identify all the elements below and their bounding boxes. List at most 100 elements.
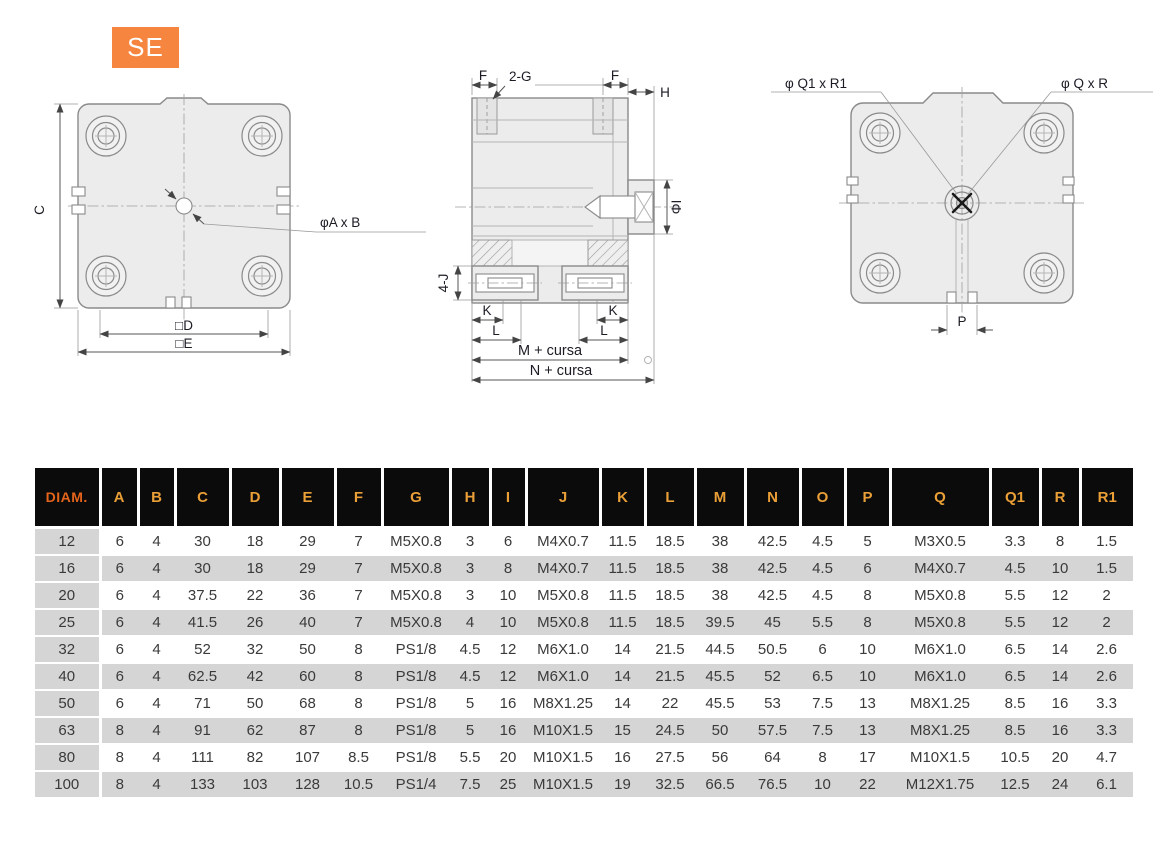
table-cell: 45.5 xyxy=(695,690,745,718)
table-cell: M6X1.0 xyxy=(890,663,990,691)
table-cell: 107 xyxy=(280,744,335,772)
table-cell: 2 xyxy=(1080,609,1133,637)
table-cell: 3 xyxy=(450,555,490,583)
table-cell: 10 xyxy=(800,771,845,799)
table-cell: 42.5 xyxy=(745,555,800,583)
table-cell: M8X1.25 xyxy=(526,690,600,718)
dim-label-4j: 4-J xyxy=(436,274,451,293)
column-header-p: P xyxy=(843,468,890,529)
column-header-r: R xyxy=(1038,468,1080,529)
table-cell: 21.5 xyxy=(645,636,695,664)
table-cell: 8 xyxy=(100,744,138,772)
sensor-slot xyxy=(276,204,291,215)
table-cell: 6.5 xyxy=(990,663,1040,691)
table-row: 40 6 4 62.5 42 60 8 PS1/8 4.5 12 M6X1.0 14 21.5 45.5 5… xyxy=(35,663,1133,691)
table-cell: 6 xyxy=(800,636,845,664)
dim-label-q1r1: φ Q1 x R1 xyxy=(785,76,847,91)
sensor-slot xyxy=(71,186,86,197)
table-cell: 22 xyxy=(230,582,280,610)
table-cell: 4.5 xyxy=(800,582,845,610)
table-cell: 8 xyxy=(335,717,382,745)
table-cell: PS1/8 xyxy=(382,690,450,718)
bottom-notch xyxy=(181,296,192,309)
table-cell: 8 xyxy=(100,771,138,799)
table-cell: 133 xyxy=(175,771,230,799)
table-cell: 64 xyxy=(745,744,800,772)
column-header-j: J xyxy=(524,468,600,529)
table-cell: 29 xyxy=(280,555,335,583)
table-cell: 15 xyxy=(600,717,645,745)
table-cell: 12 xyxy=(1040,582,1080,610)
table-cell: 45.5 xyxy=(695,663,745,691)
table-cell: 6 xyxy=(490,527,526,556)
column-header-l: L xyxy=(643,468,695,529)
dim-label-m-cursa: M + cursa xyxy=(518,343,583,359)
dim-label-l-left: L xyxy=(492,323,500,338)
corner-bolt-icon xyxy=(241,115,283,157)
corner-bolt-icon xyxy=(1023,112,1065,154)
table-cell: 32.5 xyxy=(645,771,695,799)
table-cell: PS1/8 xyxy=(382,663,450,691)
table-cell: 82 xyxy=(230,744,280,772)
table-cell: 6 xyxy=(100,636,138,664)
table-cell: 4.5 xyxy=(450,636,490,664)
table-cell: 10 xyxy=(490,609,526,637)
table-cell: 24 xyxy=(1040,771,1080,799)
table-cell: M8X1.25 xyxy=(890,690,990,718)
table-cell: 6.1 xyxy=(1080,771,1133,799)
table-cell: 76.5 xyxy=(745,771,800,799)
table-cell: 5.5 xyxy=(800,609,845,637)
column-header-o: O xyxy=(798,468,845,529)
dim-label-e: □E xyxy=(175,336,192,351)
center-hole xyxy=(175,197,193,215)
table-cell: 1.5 xyxy=(1080,555,1133,583)
table-cell: 16 xyxy=(490,717,526,745)
column-header-i: I xyxy=(488,468,526,529)
table-cell: 4 xyxy=(138,771,175,799)
dim-label-qr: φ Q x R xyxy=(1061,76,1108,91)
table-cell: 17 xyxy=(845,744,890,772)
table-cell: 56 xyxy=(695,744,745,772)
table-cell: 2 xyxy=(1080,582,1133,610)
table-cell: 18.5 xyxy=(645,609,695,637)
table-row: 32 6 4 52 32 50 8 PS1/8 4.5 12 M6X1.0 14 21.5 44.5 50.… xyxy=(35,636,1133,664)
table-cell: 50 xyxy=(230,690,280,718)
table-cell: 4 xyxy=(138,717,175,745)
table-cell: 7 xyxy=(335,527,382,556)
diameter-cell: 63 xyxy=(35,717,102,745)
table-cell: 2.6 xyxy=(1080,663,1133,691)
table-cell: 24.5 xyxy=(645,717,695,745)
table-cell: M12X1.75 xyxy=(890,771,990,799)
table-cell: 42 xyxy=(230,663,280,691)
table-cell: 42.5 xyxy=(745,582,800,610)
table-cell: 50 xyxy=(280,636,335,664)
column-header-a: A xyxy=(98,468,138,529)
table-cell: 38 xyxy=(695,527,745,556)
table-cell: 68 xyxy=(280,690,335,718)
table-cell: 103 xyxy=(230,771,280,799)
table-cell: 5.5 xyxy=(990,609,1040,637)
column-header-q: Q xyxy=(888,468,990,529)
table-cell: 12.5 xyxy=(990,771,1040,799)
table-cell: M5X0.8 xyxy=(382,582,450,610)
table-cell: 13 xyxy=(845,717,890,745)
table-cell: M5X0.8 xyxy=(382,527,450,556)
table-cell: 11.5 xyxy=(600,582,645,610)
table-row: 80 8 4 111 82 107 8.5 PS1/8 5.5 20 M10X1.5 16 27.5 56… xyxy=(35,744,1133,772)
table-cell: 39.5 xyxy=(695,609,745,637)
column-header-h: H xyxy=(448,468,490,529)
table-cell: 4 xyxy=(138,690,175,718)
table-cell: 36 xyxy=(280,582,335,610)
corner-bolt-icon xyxy=(859,112,901,154)
table-cell: 22 xyxy=(645,690,695,718)
table-cell: 2.6 xyxy=(1080,636,1133,664)
table-cell: 6 xyxy=(100,527,138,556)
table-cell: 10.5 xyxy=(335,771,382,799)
table-cell: M4X0.7 xyxy=(890,555,990,583)
table-cell: 30 xyxy=(175,527,230,556)
table-cell: 6 xyxy=(100,582,138,610)
table-cell: 12 xyxy=(1040,609,1080,637)
table-cell: 7 xyxy=(335,555,382,583)
table-cell: 18 xyxy=(230,555,280,583)
mounting-foot xyxy=(558,265,632,301)
